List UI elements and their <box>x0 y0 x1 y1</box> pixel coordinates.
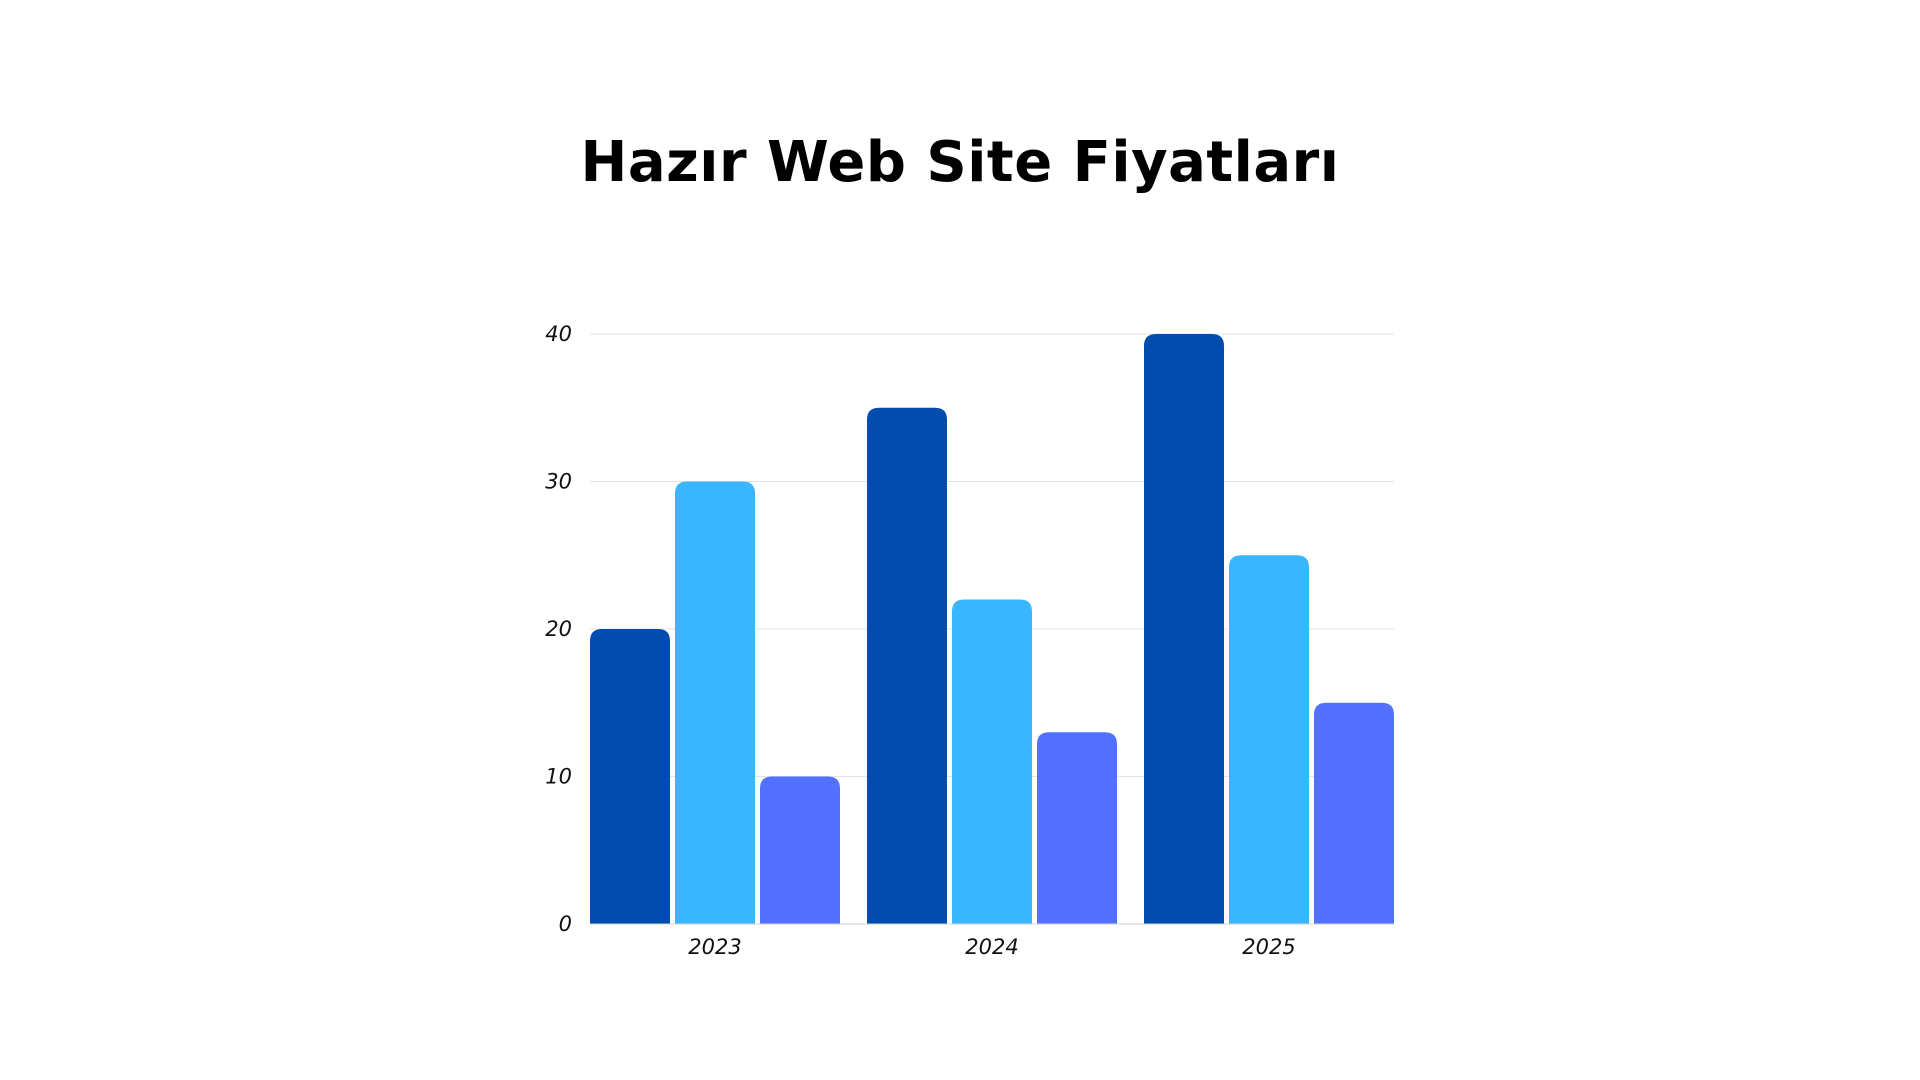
bar-2024-series-3 <box>1037 732 1117 924</box>
x-tick-label: 2024 <box>965 935 1018 959</box>
bar-2025-series-2 <box>1229 555 1309 924</box>
y-tick-label: 30 <box>545 470 572 494</box>
bar-2023-series-2 <box>675 481 755 924</box>
bars <box>590 334 1394 924</box>
bar-2024-series-1 <box>867 407 947 924</box>
x-tick-label: 2025 <box>1242 935 1295 959</box>
bar-2023-series-1 <box>590 629 670 924</box>
y-tick-label: 10 <box>545 765 572 789</box>
bar-2023-series-3 <box>760 776 840 924</box>
y-tick-label: 0 <box>559 912 572 936</box>
chart-title: Hazır Web Site Fiyatları <box>580 130 1340 195</box>
x-tick-label: 2023 <box>688 935 741 959</box>
y-tick-label: 40 <box>545 322 572 346</box>
bar-2025-series-1 <box>1144 334 1224 924</box>
bar-2025-series-3 <box>1314 702 1394 924</box>
bar-2024-series-2 <box>952 599 1032 924</box>
y-tick-label: 20 <box>545 617 572 641</box>
axes: 0 10 20 30 40 2023 2024 2025 <box>545 322 1394 959</box>
